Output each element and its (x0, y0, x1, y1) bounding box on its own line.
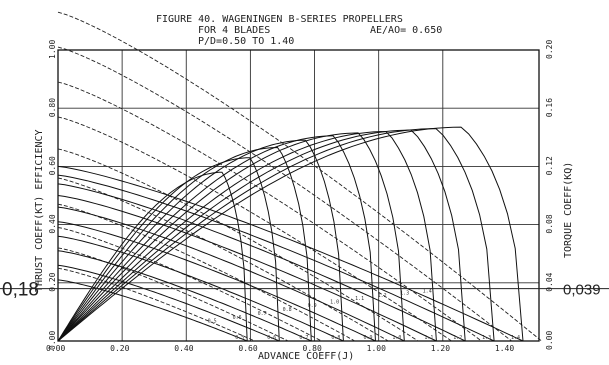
kt-curve-1.2 (57, 183, 466, 342)
x-tick-label: 1.20 (431, 344, 450, 353)
eta-curve-0.6 (57, 157, 280, 342)
plot-frame (57, 49, 540, 342)
eta-curve-0.7 (57, 146, 312, 342)
kt-pitch-label: 1.4 (423, 288, 432, 294)
kt-pitch-label: 1.3 (400, 291, 409, 297)
kq-curve-1.3 (57, 46, 512, 342)
eta-curve-1.1 (57, 130, 437, 342)
kt-zero-pitch-label: 1.4 (511, 335, 520, 341)
kt-zero-pitch-label: 0.5 (235, 335, 244, 341)
y-tick-left-label: 0.00 (48, 331, 57, 350)
kt-pitch-label: 0.5 (208, 319, 217, 325)
tick-labels: 0.00 0.20 0.40 0.60 0.80 1.00 1.20 1.40 0.00 0.20… (46, 40, 554, 353)
y-tick-left-label: 1.00 (48, 40, 57, 59)
chart-title-line1: FIGURE 40. WAGENINGEN B-SERIES PROPELLER… (156, 14, 403, 25)
y-tick-right-label: 0.08 (545, 214, 554, 233)
chart-title-line2b: AE/AO= 0.650 (370, 25, 442, 36)
kt-pitch-label: 0.7 (258, 311, 267, 317)
kt-pitch-label: 1.0 (330, 299, 339, 305)
kq-curve-0.5 (57, 267, 255, 342)
kt-zero-pitch-label: 0.9 (363, 335, 372, 341)
kt-zero-pitch-label: 0.8 (331, 335, 340, 341)
x-tick-label: 0.00 (46, 344, 65, 353)
kt-curve-0.9 (57, 221, 376, 342)
kq-curve-1.4 (57, 11, 542, 342)
kt-zero-pitch-label: 0.6 (267, 335, 276, 341)
y-tick-left-label: 0.20 (48, 272, 57, 291)
kt-zero-pitch-label: 1.1 (424, 335, 433, 341)
eta-curve-1.2 (57, 129, 466, 342)
x-tick-label: 0.20 (110, 344, 129, 353)
x-tick-label: 1.00 (367, 344, 386, 353)
kt-curve-1.1 (57, 195, 437, 342)
kt-curve-0.5 (57, 279, 248, 342)
kt-pitch-label: 1.2 (378, 293, 387, 299)
kt-zero-pitch-label: 0.7 (299, 335, 308, 341)
y-tick-left-label: 0.80 (48, 98, 57, 117)
y-tick-right-label: 0.20 (545, 40, 554, 59)
kt-pitch-label: 1.1 (355, 296, 364, 302)
x-axis-label: ADVANCE COEFF(J) (258, 351, 354, 362)
eta-curve-1.4 (57, 126, 524, 342)
x-tick-label: 0.60 (238, 344, 257, 353)
x-tick-label: 1.40 (495, 344, 514, 353)
kt-zero-pitch-label: 1.2 (453, 335, 462, 341)
x-tick-label: 0.40 (174, 344, 193, 353)
kt-curve-1.4 (57, 165, 524, 342)
y-axis-right-label: TORQUE COEFF(KQ) (563, 162, 574, 258)
kt-curve-0.8 (57, 235, 344, 342)
kt-curve-0.7 (57, 250, 312, 342)
y-axis-left-label: THRUST COEFF(KT) EFFICIENCY (34, 129, 45, 292)
kt-zero-pitch-label: 1.0 (392, 335, 401, 341)
kt-curve-0.6 (57, 264, 280, 342)
kt-curve-1.3 (57, 174, 495, 342)
chart-title-line2: FOR 4 BLADES (198, 25, 270, 36)
reference-value-right: 0,039 (563, 282, 601, 299)
kt-pitch-label: 0.8 (283, 307, 292, 313)
grid (58, 50, 539, 341)
kt-pitch-label: 0.6 (233, 315, 242, 321)
y-tick-right-label: 0.12 (545, 156, 554, 175)
kq-curve-0.8 (57, 203, 356, 342)
eta-curve-1 (57, 132, 405, 342)
y-tick-right-label: 0.00 (545, 331, 554, 350)
reference-value-left: 0,18 (2, 280, 39, 301)
curves: 0.5 0.5 0.6 0.6 0.7 0.7 0.8 0.8 0.9 0.9 1.0 1.0 1.1 1… (57, 11, 542, 342)
kt-curve-1 (57, 206, 405, 342)
kq-curve-1.1 (57, 116, 452, 342)
y-tick-right-label: 0.04 (545, 272, 554, 291)
x-tick-label: 0.80 (303, 344, 322, 353)
kq-curve-0.7 (57, 227, 322, 342)
kt-zero-pitch-label: 1.3 (482, 335, 491, 341)
kq-curve-1 (57, 148, 419, 342)
kq-curve-0.9 (57, 177, 389, 342)
y-tick-right-label: 0.16 (545, 98, 554, 117)
y-tick-left-label: 0.40 (48, 214, 57, 233)
y-tick-left-label: 0.60 (48, 156, 57, 175)
eta-curve-1.3 (57, 128, 495, 342)
kt-pitch-label: 0.9 (308, 303, 317, 309)
chart-title-line3: P/D=0.50 TO 1.40 (198, 36, 294, 47)
